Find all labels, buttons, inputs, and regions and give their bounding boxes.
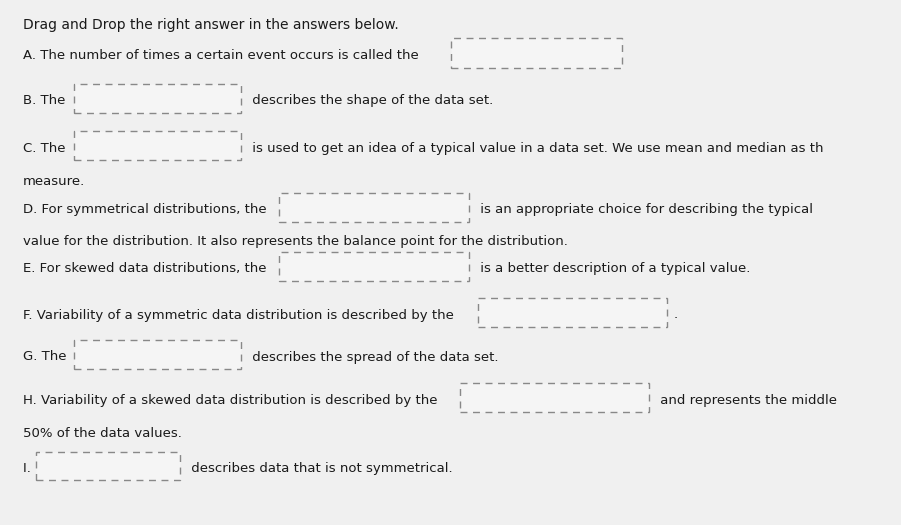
Text: describes the spread of the data set.: describes the spread of the data set. — [248, 351, 498, 363]
Bar — [279, 252, 469, 281]
Text: describes the shape of the data set.: describes the shape of the data set. — [248, 94, 493, 107]
Text: C. The: C. The — [23, 142, 69, 154]
Text: I.: I. — [23, 462, 34, 475]
Text: and represents the middle: and represents the middle — [656, 394, 837, 406]
Text: F. Variability of a symmetric data distribution is described by the: F. Variability of a symmetric data distr… — [23, 309, 458, 321]
Text: E. For skewed data distributions, the: E. For skewed data distributions, the — [23, 262, 270, 275]
Text: is used to get an idea of a typical value in a data set. We use mean and median : is used to get an idea of a typical valu… — [248, 142, 824, 154]
Text: measure.: measure. — [23, 175, 85, 187]
Text: G. The: G. The — [23, 351, 70, 363]
Text: 50% of the data values.: 50% of the data values. — [23, 427, 181, 439]
Text: .: . — [674, 309, 678, 321]
Text: H. Variability of a skewed data distribution is described by the: H. Variability of a skewed data distribu… — [23, 394, 441, 406]
Text: is a better description of a typical value.: is a better description of a typical val… — [476, 262, 751, 275]
Bar — [74, 84, 241, 113]
Text: Drag and Drop the right answer in the answers below.: Drag and Drop the right answer in the an… — [23, 18, 398, 33]
Bar — [36, 452, 180, 480]
Bar — [279, 193, 469, 222]
Text: A. The number of times a certain event occurs is called the: A. The number of times a certain event o… — [23, 49, 423, 61]
Bar — [74, 131, 241, 160]
Text: value for the distribution. It also represents the balance point for the distrib: value for the distribution. It also repr… — [23, 235, 568, 248]
Text: B. The: B. The — [23, 94, 69, 107]
Bar — [460, 383, 649, 412]
Text: is an appropriate choice for describing the typical: is an appropriate choice for describing … — [476, 204, 813, 216]
Bar — [74, 340, 241, 369]
Text: D. For symmetrical distributions, the: D. For symmetrical distributions, the — [23, 204, 270, 216]
Text: describes data that is not symmetrical.: describes data that is not symmetrical. — [187, 462, 453, 475]
Bar — [478, 298, 667, 327]
Bar — [450, 38, 622, 68]
